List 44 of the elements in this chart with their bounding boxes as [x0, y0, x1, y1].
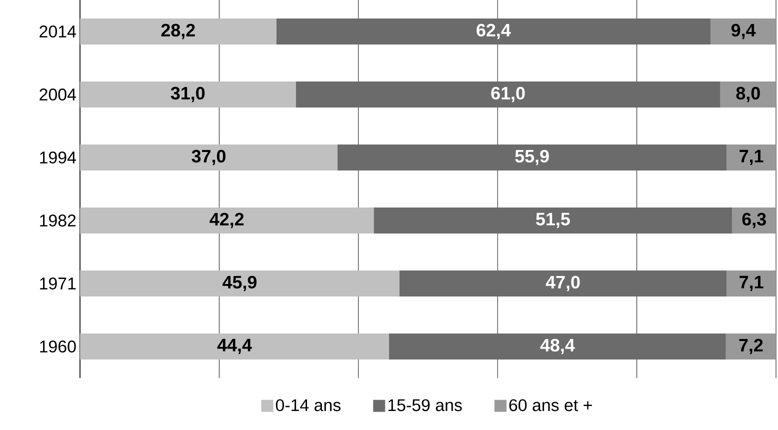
legend-label: 15-59 ans [388, 399, 462, 412]
data-label: 47,0 [546, 276, 580, 292]
y-tick-label: 1994 [40, 152, 76, 164]
bar [80, 18, 276, 45]
data-label: 28,2 [161, 24, 195, 40]
bar [80, 144, 338, 171]
y-tick-label: 2004 [40, 88, 76, 101]
y-tick-label: 1982 [40, 214, 76, 227]
bar [726, 270, 776, 297]
legend-label: 0-14 ans [276, 399, 341, 412]
data-label: 37,0 [192, 150, 226, 166]
bar [720, 82, 776, 108]
bar [296, 82, 720, 108]
bar [710, 18, 776, 45]
data-label: 51,5 [536, 212, 570, 228]
data-label: 55,9 [515, 150, 549, 166]
bar [726, 144, 776, 171]
y-tick-label: 1960 [40, 340, 76, 353]
bar [80, 208, 374, 234]
bar [374, 208, 732, 234]
data-label: 7,2 [739, 338, 763, 354]
data-label: 48,4 [540, 338, 575, 354]
data-label: 31,0 [170, 86, 205, 102]
data-label: 9,4 [731, 24, 756, 40]
bar [80, 270, 400, 297]
y-tick-label: 2014 [40, 26, 76, 38]
bar [399, 270, 727, 297]
bar [338, 144, 727, 171]
data-label: 61,0 [491, 86, 525, 102]
data-label: 45,9 [222, 276, 257, 292]
bar [389, 334, 726, 360]
data-label: 7,1 [740, 276, 764, 292]
bar [80, 334, 390, 360]
data-label: 62,4 [476, 24, 511, 40]
data-label: 44,4 [217, 338, 252, 354]
data-label: 7,1 [740, 150, 764, 166]
bar [80, 82, 296, 108]
bar [276, 18, 711, 45]
bar [726, 334, 776, 360]
y-tick-label: 1971 [40, 278, 76, 290]
data-label: 42,2 [210, 212, 244, 228]
data-label: 8,0 [736, 86, 760, 102]
data-label: 6,3 [742, 212, 766, 228]
legend-label: 60 ans et + [509, 399, 592, 412]
